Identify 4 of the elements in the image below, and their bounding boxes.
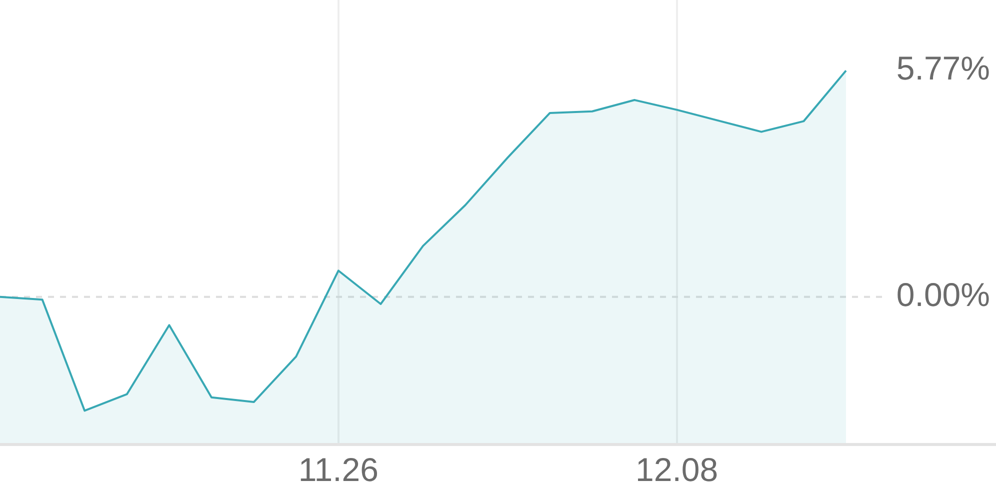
y-tick-label: 5.77% <box>896 50 990 87</box>
y-tick-label: 0.00% <box>896 276 990 314</box>
x-tick-label: 11.26 <box>298 450 378 488</box>
x-tick-label: 12.08 <box>636 450 718 488</box>
